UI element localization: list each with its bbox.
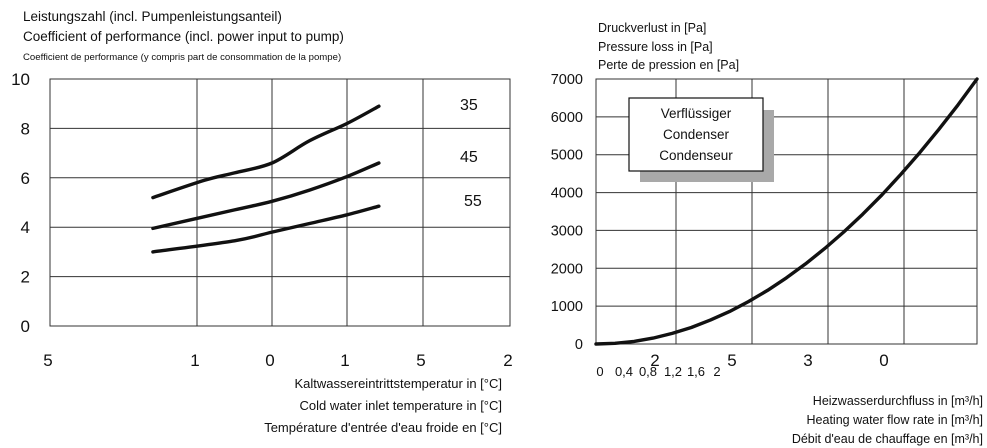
- left-xtick-label: 0: [265, 351, 274, 370]
- left-ytick-label: 2: [21, 268, 30, 287]
- series-label-45: 45: [460, 149, 478, 166]
- left-series-line-35: [151, 104, 381, 200]
- right-xlabel-line-1: Heizwasserdurchfluss in [m³/h]: [813, 394, 983, 408]
- legend-box-line-2: Condenser: [663, 127, 730, 142]
- right-ytick-label: 0: [575, 337, 583, 353]
- right-xlabel-line-2: Heating water flow rate in [m³/h]: [807, 413, 983, 427]
- right-ytick-label: 4000: [551, 186, 583, 202]
- left-series-line-45: [151, 161, 381, 231]
- left-plot-frame: [49, 78, 511, 327]
- left-series-line-55: [151, 204, 381, 254]
- right-xtick-upper-label: 5: [727, 351, 736, 370]
- left-title-line-2: Coefficient of performance (incl. power …: [23, 29, 344, 44]
- left-title-line-1: Leistungszahl (incl. Pumpenleistungsante…: [23, 9, 282, 24]
- right-xtick-lower-label: 1,6: [687, 364, 705, 379]
- right-ytick-label: 2000: [551, 261, 583, 277]
- left-xtick-label: 1: [340, 351, 349, 370]
- right-xtick-lower-label: 0,4: [615, 364, 633, 379]
- right-series-line: [594, 77, 979, 346]
- series-label-35: 35: [460, 97, 478, 114]
- right-ytick-label: 6000: [551, 110, 583, 126]
- left-ytick-label: 10: [11, 70, 30, 89]
- right-xtick-upper-label: 2: [650, 351, 659, 370]
- right-ytick-label: 7000: [551, 72, 583, 88]
- left-xtick-label: 5: [43, 351, 52, 370]
- legend-box-line-3: Condenseur: [659, 148, 733, 163]
- legend-box-line-1: Verflüssiger: [661, 106, 732, 121]
- left-xtick-label: 5: [416, 351, 425, 370]
- left-xlabel-line-3: Température d'entrée d'eau froide en [°C…: [264, 420, 502, 435]
- left-title-line-3: Coefficient de performance (y compris pa…: [23, 52, 341, 63]
- right-xtick-upper-label: 0: [879, 351, 888, 370]
- right-xtick-lower-label: 0: [596, 364, 603, 379]
- right-title-line-1: Druckverlust in [Pa]: [598, 21, 706, 35]
- right-ytick-label: 3000: [551, 223, 583, 239]
- left-xlabel-line-2: Cold water inlet temperature in [°C]: [300, 398, 502, 413]
- right-title-line-3: Perte de pression en [Pa]: [598, 58, 739, 72]
- left-xtick-label: 1: [190, 351, 199, 370]
- left-ytick-label: 8: [21, 119, 30, 138]
- right-xtick-upper-label: 3: [803, 351, 812, 370]
- right-xtick-lower-label: 0,8: [639, 364, 657, 379]
- left-xlabel-line-1: Kaltwassereintrittstemperatur in [°C]: [295, 376, 503, 391]
- left-ytick-label: 0: [21, 317, 30, 336]
- right-ytick-label: 5000: [551, 148, 583, 164]
- right-xtick-lower-label: 1,2: [664, 364, 682, 379]
- left-xtick-label: 2: [503, 351, 512, 370]
- legend-box: [628, 97, 764, 172]
- right-ytick-label: 1000: [551, 299, 583, 315]
- right-title-line-2: Pressure loss in [Pa]: [598, 40, 713, 54]
- right-xlabel-line-3: Débit d'eau de chauffage en [m³/h]: [792, 432, 983, 446]
- left-ytick-label: 4: [21, 218, 30, 237]
- series-label-55: 55: [464, 193, 482, 210]
- left-ytick-label: 6: [21, 169, 30, 188]
- right-xtick-lower-label: 2: [713, 364, 720, 379]
- right-plot-frame: [595, 78, 978, 345]
